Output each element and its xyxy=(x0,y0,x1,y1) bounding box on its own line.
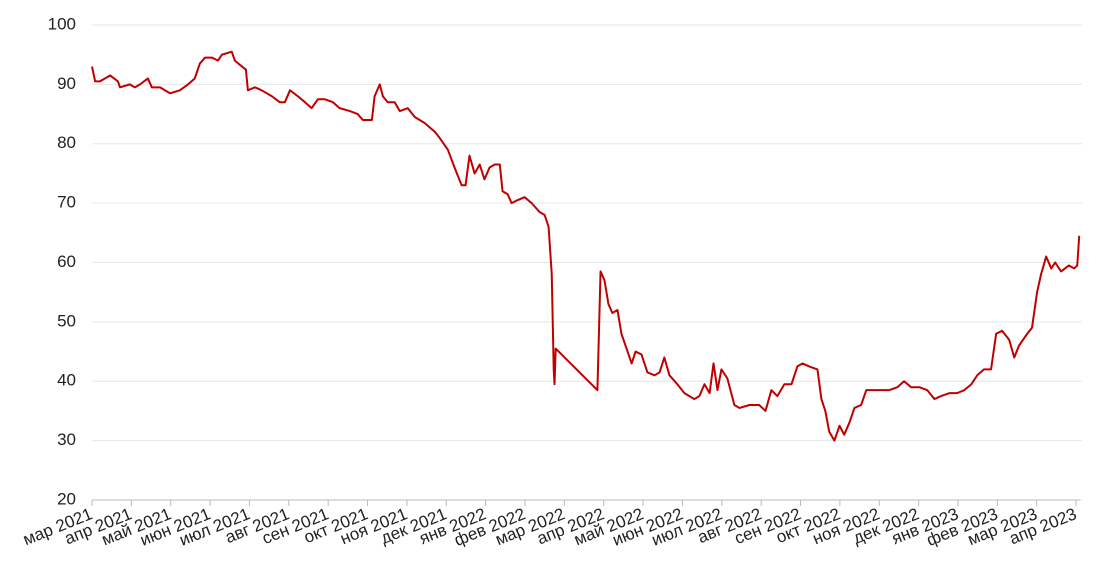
y-tick-label: 40 xyxy=(57,371,76,390)
y-tick-label: 80 xyxy=(57,133,76,152)
y-tick-label: 20 xyxy=(57,489,76,508)
y-tick-label: 100 xyxy=(48,14,76,33)
y-tick-label: 50 xyxy=(57,311,76,330)
y-tick-label: 90 xyxy=(57,74,76,93)
y-tick-label: 70 xyxy=(57,193,76,212)
y-tick-label: 60 xyxy=(57,252,76,271)
line xyxy=(91,50,1081,442)
y-tick-label: 30 xyxy=(57,430,76,449)
